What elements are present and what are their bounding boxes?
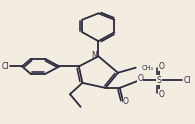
Text: S: S xyxy=(156,76,161,85)
Text: O: O xyxy=(159,62,164,71)
Text: CH₃: CH₃ xyxy=(142,65,154,71)
Text: O: O xyxy=(137,74,143,83)
Text: O: O xyxy=(123,97,129,106)
Text: O: O xyxy=(159,90,164,99)
Text: N: N xyxy=(91,51,97,60)
Text: Cl: Cl xyxy=(1,62,9,71)
Text: Cl: Cl xyxy=(184,76,191,85)
